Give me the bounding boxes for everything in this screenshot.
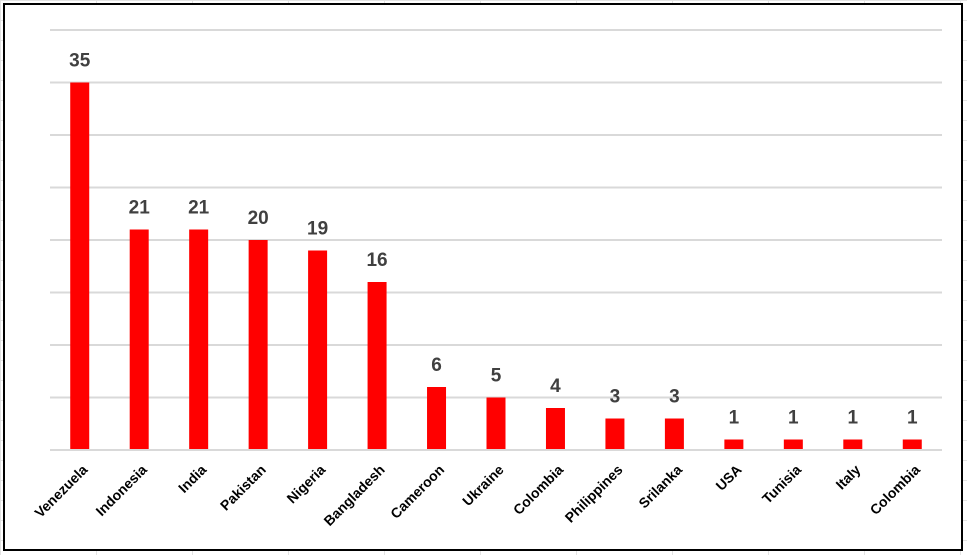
bar [902, 439, 922, 450]
data-label: 1 [729, 408, 740, 429]
bar [605, 418, 625, 450]
bar [664, 418, 684, 450]
data-label: 3 [610, 387, 621, 408]
chart-area [3, 3, 963, 551]
data-label: 1 [848, 408, 859, 429]
data-label: 6 [431, 355, 442, 376]
bar [783, 439, 803, 450]
bar [486, 397, 506, 450]
data-label: 1 [788, 408, 799, 429]
bar [545, 408, 565, 450]
bar [70, 82, 90, 450]
bar [308, 250, 328, 450]
data-label: 1 [907, 408, 918, 429]
bar [129, 229, 149, 450]
data-label: 16 [366, 250, 387, 271]
bar [843, 439, 863, 450]
bar [724, 439, 744, 450]
data-label: 5 [491, 366, 502, 387]
data-label: 4 [550, 376, 561, 397]
data-label: 20 [248, 208, 269, 229]
data-label: 35 [69, 51, 91, 72]
data-label: 21 [188, 198, 210, 219]
bar [367, 282, 387, 450]
data-label: 3 [669, 387, 680, 408]
bar [427, 387, 447, 450]
bar [248, 240, 268, 450]
data-label: 21 [129, 198, 151, 219]
data-label: 19 [307, 219, 328, 240]
bar [189, 229, 209, 450]
